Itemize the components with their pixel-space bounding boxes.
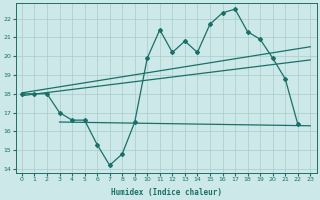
X-axis label: Humidex (Indice chaleur): Humidex (Indice chaleur) xyxy=(111,188,221,197)
